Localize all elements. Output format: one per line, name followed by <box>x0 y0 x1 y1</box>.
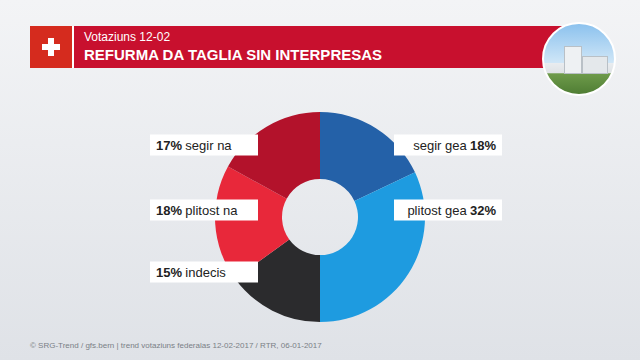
svg-text:32%: 32% <box>470 203 496 218</box>
svg-text:18%: 18% <box>470 138 496 153</box>
svg-text:plitost gea: plitost gea <box>407 203 467 218</box>
svg-text:15%: 15% <box>156 265 182 280</box>
html-text:REFURMA DA TAGLIA SIN INTERPRE: REFURMA DA TAGLIA SIN INTERPRESAS <box>84 46 383 63</box>
html-text:© SRG-Trend / gfs.bern | trend: © SRG-Trend / gfs.bern | trend votaziuns… <box>30 341 322 350</box>
html-text:Votaziuns 12-02: Votaziuns 12-02 <box>84 30 171 44</box>
svg-text:indecis: indecis <box>185 265 226 280</box>
svg-text:segir na: segir na <box>185 138 232 153</box>
svg-text:segir gea: segir gea <box>413 138 467 153</box>
svg-text:17%: 17% <box>156 138 182 153</box>
svg-text:18%: 18% <box>156 203 182 218</box>
svg-text:plitost na: plitost na <box>185 203 238 218</box>
